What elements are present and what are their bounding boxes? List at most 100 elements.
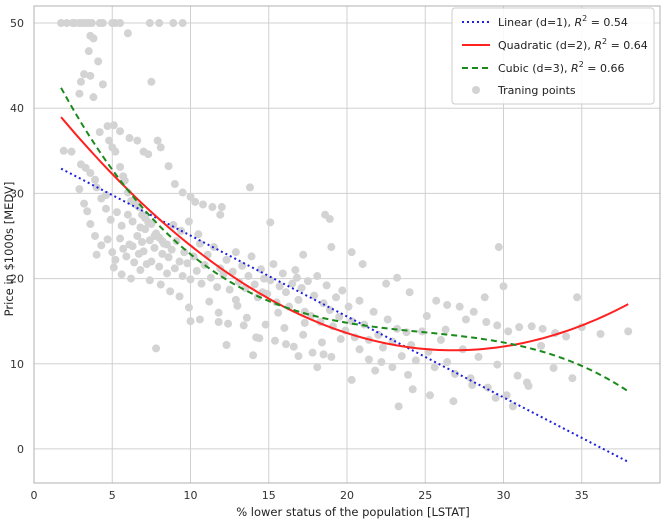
- data-point: [355, 296, 364, 305]
- data-point: [80, 70, 89, 79]
- regression-curves: [60, 87, 629, 463]
- data-point: [288, 279, 297, 288]
- data-point: [111, 147, 120, 156]
- data-point: [300, 318, 309, 327]
- data-point: [169, 220, 178, 229]
- data-point: [393, 273, 402, 282]
- x-axis-label: % lower status of the population [LSTAT]: [236, 505, 470, 519]
- y-tick-label: 30: [10, 187, 24, 200]
- data-point: [152, 229, 161, 238]
- data-point: [493, 360, 502, 369]
- data-point: [332, 293, 341, 302]
- data-point: [325, 214, 334, 223]
- data-point: [308, 348, 317, 357]
- legend: Linear (d=1), R2 = 0.54 Quadratic (d=2),…: [451, 7, 655, 105]
- data-point: [191, 197, 200, 206]
- data-point: [562, 332, 571, 341]
- data-point: [84, 47, 93, 56]
- data-point: [141, 225, 150, 234]
- data-point: [369, 307, 378, 316]
- data-point: [378, 343, 387, 352]
- data-point: [137, 237, 146, 246]
- data-point: [371, 366, 380, 375]
- data-point: [249, 351, 258, 360]
- data-point: [338, 286, 347, 295]
- legend-box: [451, 7, 655, 105]
- data-point: [67, 147, 76, 156]
- data-point: [103, 235, 112, 244]
- data-point: [194, 230, 203, 239]
- data-point: [117, 270, 126, 279]
- data-point: [97, 194, 106, 203]
- data-point: [147, 77, 156, 86]
- data-point: [405, 288, 414, 297]
- data-point: [195, 239, 204, 248]
- data-point: [292, 273, 301, 282]
- data-point: [57, 19, 66, 28]
- data-point: [155, 19, 164, 28]
- data-point: [271, 336, 280, 345]
- data-point: [86, 71, 95, 80]
- data-point: [156, 280, 165, 289]
- data-point: [116, 127, 125, 136]
- data-point: [205, 297, 214, 306]
- data-point: [573, 293, 582, 302]
- x-tick-label: 35: [575, 489, 589, 502]
- data-point: [313, 363, 322, 372]
- data-point: [443, 358, 452, 367]
- x-tick-label: 5: [109, 489, 116, 502]
- data-point: [199, 200, 208, 209]
- data-point: [336, 335, 345, 344]
- data-point: [111, 255, 120, 264]
- data-point: [256, 265, 265, 274]
- data-point: [81, 163, 90, 172]
- data-point: [214, 308, 223, 317]
- data-point: [145, 19, 154, 28]
- data-point: [186, 192, 195, 201]
- data-point: [242, 313, 251, 322]
- data-point: [383, 315, 392, 324]
- data-point: [319, 350, 328, 359]
- data-point: [125, 134, 134, 143]
- x-tick-label: 10: [184, 489, 198, 502]
- data-point: [175, 257, 184, 266]
- data-point: [317, 338, 326, 347]
- data-point: [278, 269, 287, 278]
- y-axis-label: Price in $1000s [MEDV]: [2, 182, 16, 317]
- data-point: [130, 258, 139, 267]
- data-point: [436, 335, 445, 344]
- data-point: [408, 385, 417, 394]
- data-point: [455, 302, 464, 311]
- data-point: [266, 276, 275, 285]
- data-point: [108, 248, 117, 257]
- data-point: [522, 378, 531, 387]
- data-point: [112, 208, 121, 217]
- data-point: [167, 245, 176, 254]
- data-point: [95, 128, 104, 137]
- data-point: [94, 57, 103, 66]
- data-point: [116, 234, 125, 243]
- data-point: [469, 307, 478, 316]
- data-point: [513, 371, 522, 380]
- data-point: [92, 250, 101, 259]
- data-point: [255, 334, 264, 343]
- data-point: [217, 203, 226, 212]
- data-point: [275, 282, 284, 291]
- data-point: [178, 19, 187, 28]
- training-points: [57, 19, 633, 411]
- data-point: [183, 259, 192, 268]
- data-point: [269, 260, 278, 269]
- data-point: [231, 295, 240, 304]
- y-tick-label: 20: [10, 273, 24, 286]
- data-point: [313, 272, 322, 281]
- data-point: [327, 243, 336, 252]
- data-point: [180, 248, 189, 257]
- data-point: [76, 77, 85, 86]
- data-point: [166, 287, 175, 296]
- data-point: [175, 292, 184, 301]
- data-point: [116, 19, 125, 28]
- data-point: [411, 356, 420, 365]
- data-point: [158, 249, 167, 258]
- data-point: [133, 136, 142, 145]
- data-point: [364, 355, 373, 364]
